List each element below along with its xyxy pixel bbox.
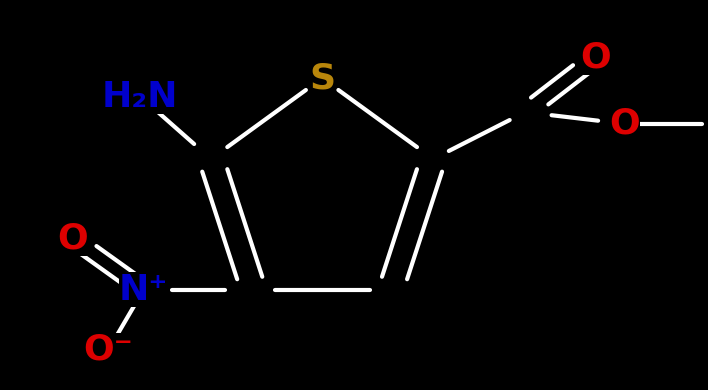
Text: O: O [57, 222, 88, 256]
Text: O: O [581, 41, 612, 74]
Text: O⁻: O⁻ [84, 333, 133, 367]
Text: H₂N: H₂N [102, 80, 178, 113]
Text: O: O [609, 107, 640, 141]
Text: S: S [309, 61, 335, 95]
Text: N⁺: N⁺ [119, 273, 169, 307]
